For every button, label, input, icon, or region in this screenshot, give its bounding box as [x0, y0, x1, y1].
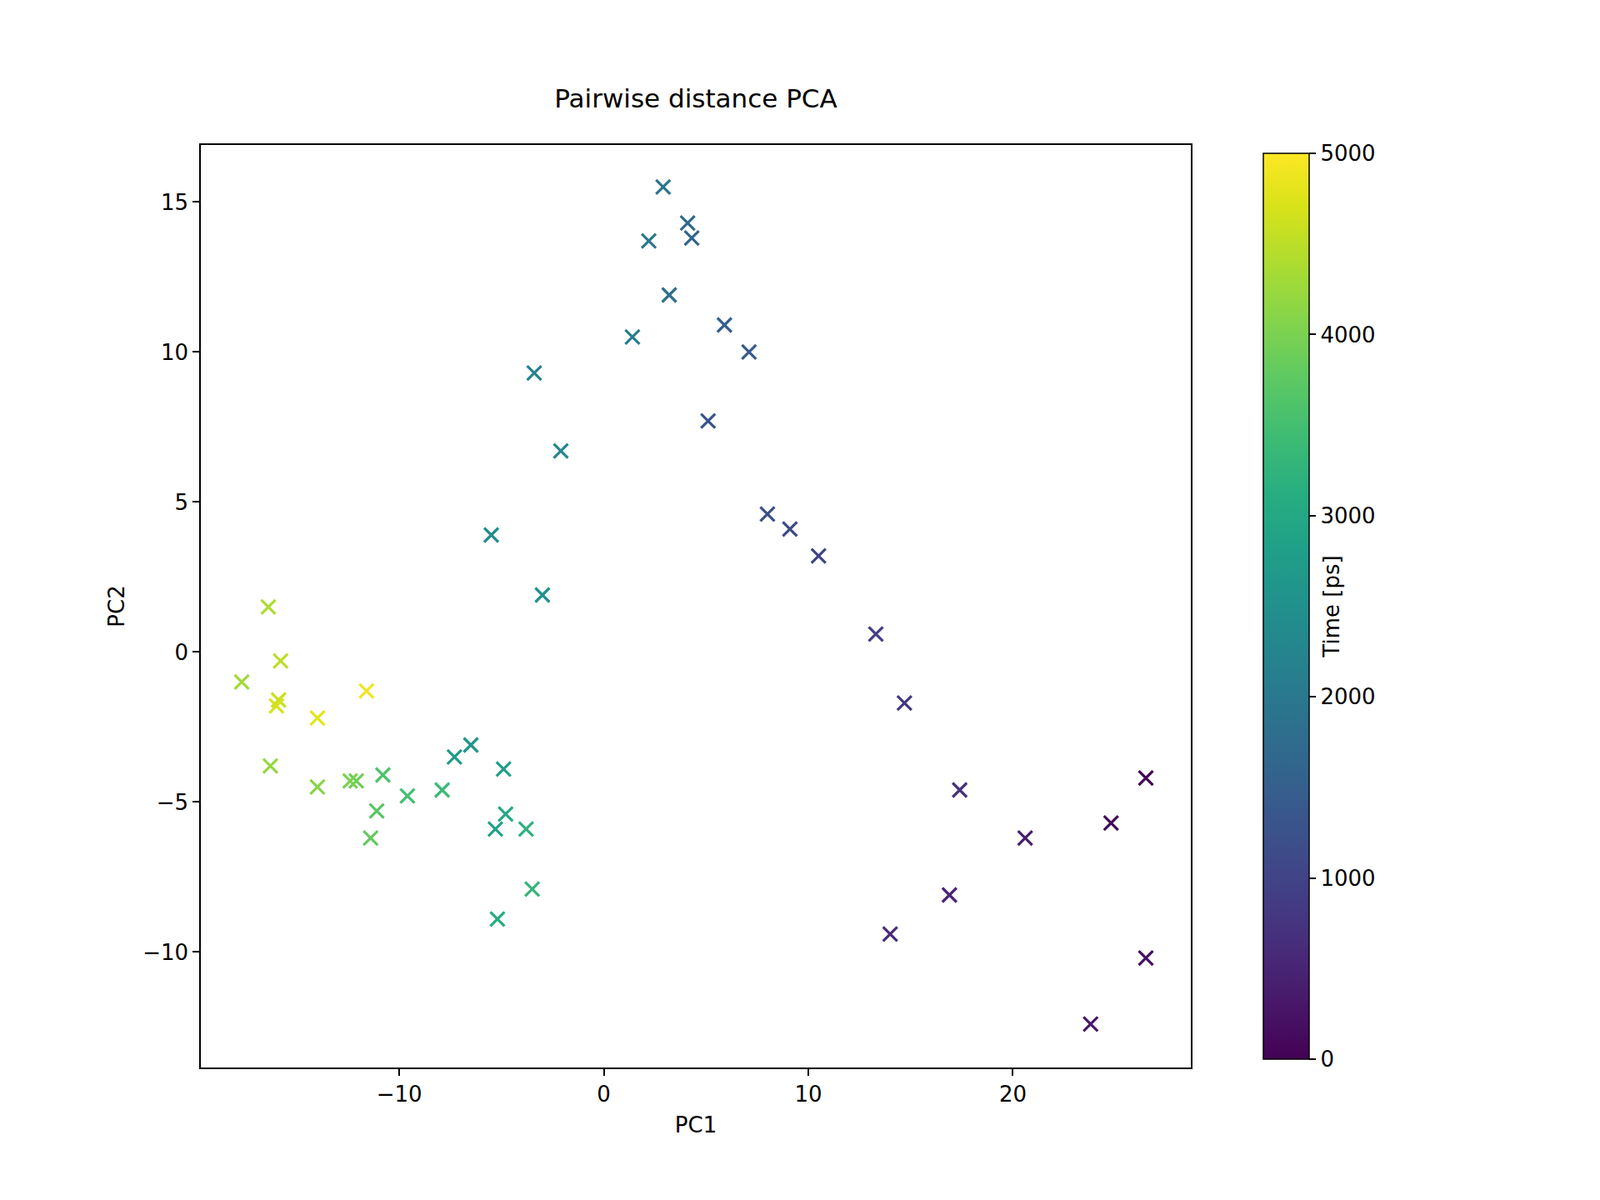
svg-text:0: 0 [175, 640, 190, 665]
svg-text:20: 20 [999, 1081, 1027, 1107]
svg-text:10: 10 [160, 340, 189, 365]
svg-text:Time [ps]: Time [ps] [1319, 555, 1345, 658]
svg-text:−10: −10 [376, 1081, 423, 1107]
svg-text:PC1: PC1 [675, 1112, 717, 1138]
svg-text:Pairwise distance PCA: Pairwise distance PCA [554, 83, 837, 114]
svg-text:2000: 2000 [1320, 684, 1375, 710]
svg-text:1000: 1000 [1320, 865, 1375, 891]
svg-text:5000: 5000 [1320, 140, 1375, 166]
svg-text:15: 15 [160, 190, 189, 215]
svg-text:−5: −5 [156, 790, 189, 815]
svg-text:5: 5 [175, 490, 190, 515]
svg-text:4000: 4000 [1320, 322, 1375, 348]
svg-text:0: 0 [1320, 1046, 1335, 1072]
svg-text:10: 10 [794, 1081, 822, 1107]
svg-text:0: 0 [596, 1081, 611, 1107]
svg-text:3000: 3000 [1320, 503, 1375, 529]
svg-text:PC2: PC2 [104, 585, 130, 627]
svg-text:−10: −10 [142, 940, 189, 965]
